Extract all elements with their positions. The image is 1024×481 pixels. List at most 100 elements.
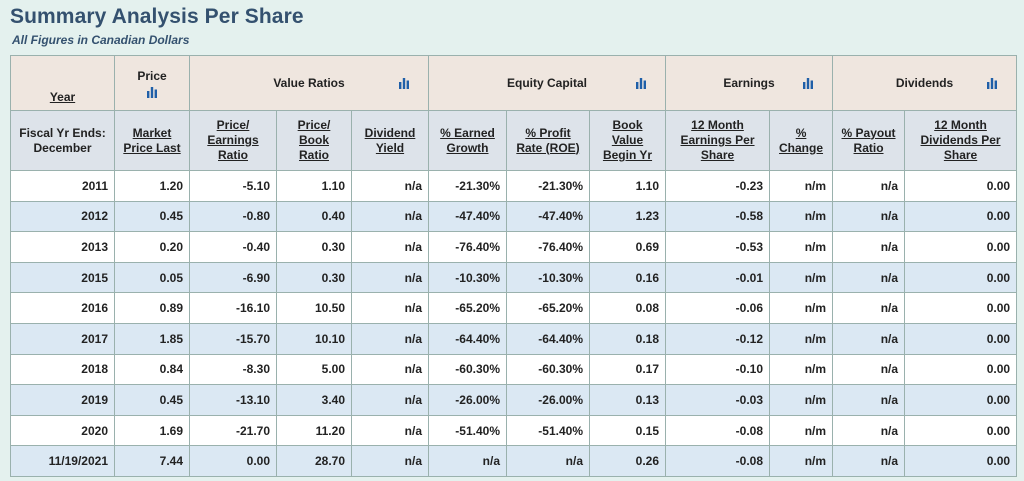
cell-dps: 0.00 <box>904 322 1018 355</box>
year-sort-link[interactable]: Year <box>49 90 76 104</box>
payout-ratio-header[interactable]: % Payout Ratio <box>832 110 906 171</box>
earnings-per-share-header[interactable]: 12 Month Earnings Per Share <box>665 110 771 171</box>
cell-market-price: 0.45 <box>114 384 190 416</box>
cell-pb-ratio: 0.40 <box>276 200 352 233</box>
cell-dividend-yield: n/a <box>351 445 429 477</box>
table-row: 2012 0.45 -0.80 0.40 n/a -47.40% -47.40%… <box>10 200 1018 233</box>
cell-payout-ratio: n/a <box>832 414 906 447</box>
profit-rate-header[interactable]: % Profit Rate (ROE) <box>506 110 590 171</box>
earnings-group-header: Earnings <box>665 55 834 111</box>
group-header-row: Year Price Value Ratios <box>10 55 1018 111</box>
cell-fiscal-year: 2019 <box>10 384 115 416</box>
cell-pct-change: n/m <box>769 170 834 202</box>
cell-book-value: 0.15 <box>588 414 667 447</box>
cell-profit-rate: -76.40% <box>506 231 590 263</box>
cell-pct-change: n/m <box>769 231 834 263</box>
table-row: 2015 0.05 -6.90 0.30 n/a -10.30% -10.30%… <box>10 261 1018 294</box>
pct-change-header[interactable]: % Change <box>769 110 834 171</box>
cell-eps: -0.08 <box>665 445 771 477</box>
cell-eps: -0.58 <box>665 200 771 233</box>
cell-eps: -0.03 <box>665 384 771 416</box>
cell-pe-ratio: -21.70 <box>189 414 277 447</box>
cell-earned-growth: -51.40% <box>428 414 507 447</box>
cell-fiscal-year: 2020 <box>10 414 115 447</box>
equity-capital-group-header: Equity Capital <box>427 55 667 111</box>
value-ratios-group-label: Value Ratios <box>273 76 345 90</box>
cell-pb-ratio: 0.30 <box>276 261 352 294</box>
cell-dps: 0.00 <box>904 292 1018 324</box>
table-row: 2019 0.45 -13.10 3.40 n/a -26.00% -26.00… <box>10 384 1018 416</box>
cell-pe-ratio: -16.10 <box>189 292 277 324</box>
cell-profit-rate: -10.30% <box>506 261 590 294</box>
table-row: 2017 1.85 -15.70 10.10 n/a -64.40% -64.4… <box>10 322 1018 355</box>
cell-fiscal-year: 11/19/2021 <box>10 445 115 477</box>
price-bar-chart-icon[interactable] <box>146 86 158 98</box>
cell-pb-ratio: 5.00 <box>276 353 352 386</box>
cell-pct-change: n/m <box>769 261 834 294</box>
year-group-header[interactable]: Year <box>10 55 115 111</box>
cell-pe-ratio: -8.30 <box>189 353 277 386</box>
book-value-header[interactable]: Book Value Begin Yr <box>588 110 667 171</box>
cell-market-price: 0.45 <box>114 200 190 233</box>
cell-pe-ratio: -15.70 <box>189 322 277 355</box>
earned-growth-header[interactable]: % Earned Growth <box>428 110 507 171</box>
cell-eps: -0.10 <box>665 353 771 386</box>
pb-ratio-header[interactable]: Price/ Book Ratio <box>276 110 352 171</box>
cell-dividend-yield: n/a <box>351 384 429 416</box>
cell-pb-ratio: 0.30 <box>276 231 352 263</box>
cell-book-value: 0.13 <box>588 384 667 416</box>
cell-market-price: 0.84 <box>114 353 190 386</box>
dividends-bar-chart-icon[interactable] <box>986 77 998 89</box>
summary-table: Year Price Value Ratios <box>10 55 1018 477</box>
cell-pct-change: n/m <box>769 384 834 416</box>
cell-payout-ratio: n/a <box>832 445 906 477</box>
page-title: Summary Analysis Per Share <box>10 5 304 28</box>
equity-capital-bar-chart-icon[interactable] <box>635 77 647 89</box>
cell-market-price: 0.05 <box>114 261 190 294</box>
cell-fiscal-year: 2016 <box>10 292 115 324</box>
table-row: 11/19/2021 7.44 0.00 28.70 n/a n/a n/a 0… <box>10 445 1018 477</box>
cell-dps: 0.00 <box>904 414 1018 447</box>
dividends-group-label: Dividends <box>895 76 954 90</box>
cell-market-price: 7.44 <box>114 445 190 477</box>
market-price-header[interactable]: Market Price Last <box>114 110 190 171</box>
pe-ratio-header[interactable]: Price/ Earnings Ratio <box>189 110 277 171</box>
cell-book-value: 1.23 <box>588 200 667 233</box>
cell-dividend-yield: n/a <box>351 170 429 202</box>
price-group-label: Price <box>137 68 167 83</box>
value-ratios-bar-chart-icon[interactable] <box>398 77 410 89</box>
cell-eps: -0.06 <box>665 292 771 324</box>
cell-payout-ratio: n/a <box>832 384 906 416</box>
cell-fiscal-year: 2011 <box>10 170 115 202</box>
cell-fiscal-year: 2015 <box>10 261 115 294</box>
dividend-yield-header[interactable]: Dividend Yield <box>351 110 429 171</box>
cell-payout-ratio: n/a <box>832 170 906 202</box>
equity-capital-group-label: Equity Capital <box>507 76 588 90</box>
cell-market-price: 1.85 <box>114 322 190 355</box>
earnings-bar-chart-icon[interactable] <box>802 77 814 89</box>
cell-earned-growth: -26.00% <box>428 384 507 416</box>
cell-dividend-yield: n/a <box>351 231 429 263</box>
page-subtitle: All Figures in Canadian Dollars <box>12 33 190 47</box>
cell-payout-ratio: n/a <box>832 231 906 263</box>
dividends-per-share-header[interactable]: 12 Month Dividends Per Share <box>904 110 1018 171</box>
cell-pct-change: n/m <box>769 322 834 355</box>
cell-dividend-yield: n/a <box>351 353 429 386</box>
cell-dps: 0.00 <box>904 200 1018 233</box>
cell-dps: 0.00 <box>904 231 1018 263</box>
fiscal-year-header: Fiscal Yr Ends: December <box>10 110 115 171</box>
cell-dps: 0.00 <box>904 261 1018 294</box>
cell-dividend-yield: n/a <box>351 261 429 294</box>
cell-book-value: 0.18 <box>588 322 667 355</box>
cell-pe-ratio: 0.00 <box>189 445 277 477</box>
cell-pct-change: n/m <box>769 353 834 386</box>
cell-market-price: 0.89 <box>114 292 190 324</box>
cell-payout-ratio: n/a <box>832 261 906 294</box>
column-header-row: Fiscal Yr Ends: December Market Price La… <box>10 110 1018 171</box>
cell-pb-ratio: 3.40 <box>276 384 352 416</box>
cell-pct-change: n/m <box>769 292 834 324</box>
cell-payout-ratio: n/a <box>832 322 906 355</box>
table-row: 2020 1.69 -21.70 11.20 n/a -51.40% -51.4… <box>10 414 1018 447</box>
cell-book-value: 1.10 <box>588 170 667 202</box>
